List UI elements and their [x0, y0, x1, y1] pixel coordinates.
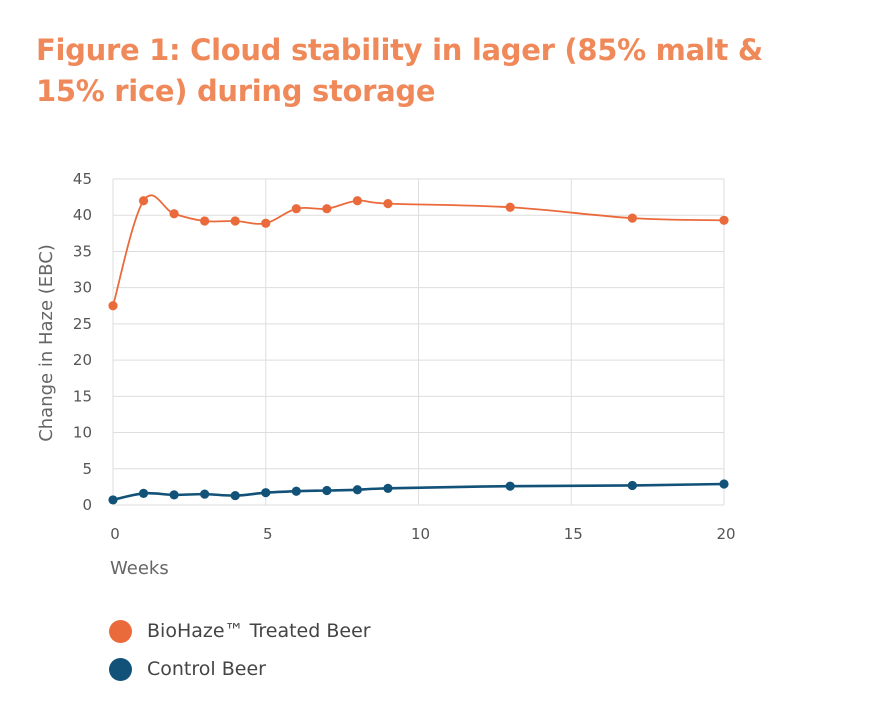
- data-point-biohaze-17: [627, 213, 637, 223]
- legend-marker-control: [109, 657, 132, 681]
- data-point-control-7: [322, 485, 332, 496]
- data-point-biohaze-5: [261, 218, 271, 228]
- data-point-biohaze-9: [383, 199, 393, 209]
- data-point-biohaze-4: [230, 216, 240, 226]
- data-point-biohaze-1: [138, 196, 149, 206]
- y-tick-label-0: 0: [82, 496, 92, 514]
- data-point-control-5: [261, 488, 271, 498]
- legend-label-biohaze: BioHaze™ Treated Beer: [147, 620, 371, 642]
- data-point-biohaze-0: [108, 301, 118, 311]
- data-point-biohaze-2: [169, 209, 179, 219]
- y-tick-label-10: 10: [73, 424, 92, 442]
- data-point-control-1: [138, 488, 149, 499]
- y-tick-label-25: 25: [73, 315, 92, 333]
- y-tick-label-35: 35: [73, 242, 92, 260]
- data-point-control-17: [627, 480, 637, 491]
- x-tick-label-5: 5: [263, 525, 273, 543]
- data-point-biohaze-13: [505, 202, 515, 212]
- y-tick-label-45: 45: [73, 170, 92, 188]
- x-tick-label-10: 10: [411, 525, 430, 543]
- data-point-biohaze-8: [352, 196, 362, 206]
- data-point-control-0: [108, 495, 118, 505]
- data-point-biohaze-3: [200, 216, 210, 226]
- grid: [112, 178, 725, 506]
- data-point-control-3: [200, 489, 210, 499]
- data-point-biohaze-6: [291, 204, 301, 214]
- y-axis-ticks: 0 5 10 15 20 25 30 35 40 45: [73, 170, 92, 514]
- x-tick-label-0: 0: [110, 525, 120, 543]
- y-tick-label-20: 20: [73, 351, 92, 369]
- data-point-control-2: [169, 490, 179, 500]
- x-tick-label-15: 15: [564, 525, 583, 543]
- x-axis-label: Weeks: [110, 558, 169, 579]
- data-point-control-9: [383, 483, 393, 493]
- data-point-biohaze-7: [322, 204, 332, 214]
- y-axis-label: Change in Haze (EBC): [36, 244, 57, 442]
- series: [108, 194, 729, 505]
- legend-marker-biohaze: [109, 619, 132, 643]
- data-point-control-13: [505, 481, 515, 491]
- chart-title: Figure 1: Cloud stability in lager (85% …: [36, 33, 763, 108]
- y-tick-label-15: 15: [73, 387, 92, 405]
- legend: BioHaze™ Treated Beer Control Beer: [109, 612, 371, 688]
- data-point-biohaze-20: [719, 215, 729, 225]
- data-point-control-6: [291, 486, 301, 496]
- y-tick-label-40: 40: [73, 206, 92, 224]
- data-point-control-4: [230, 490, 240, 501]
- x-axis-ticks: 0 5 10 15 20: [110, 525, 735, 543]
- legend-label-control: Control Beer: [147, 658, 266, 680]
- y-tick-label-5: 5: [82, 460, 92, 478]
- y-tick-label-30: 30: [73, 279, 92, 297]
- data-point-control-8: [352, 485, 362, 495]
- x-tick-label-20: 20: [716, 525, 735, 543]
- legend-item-biohaze: BioHaze™ Treated Beer: [109, 612, 371, 650]
- legend-item-control: Control Beer: [109, 650, 371, 688]
- data-point-control-20: [719, 479, 729, 489]
